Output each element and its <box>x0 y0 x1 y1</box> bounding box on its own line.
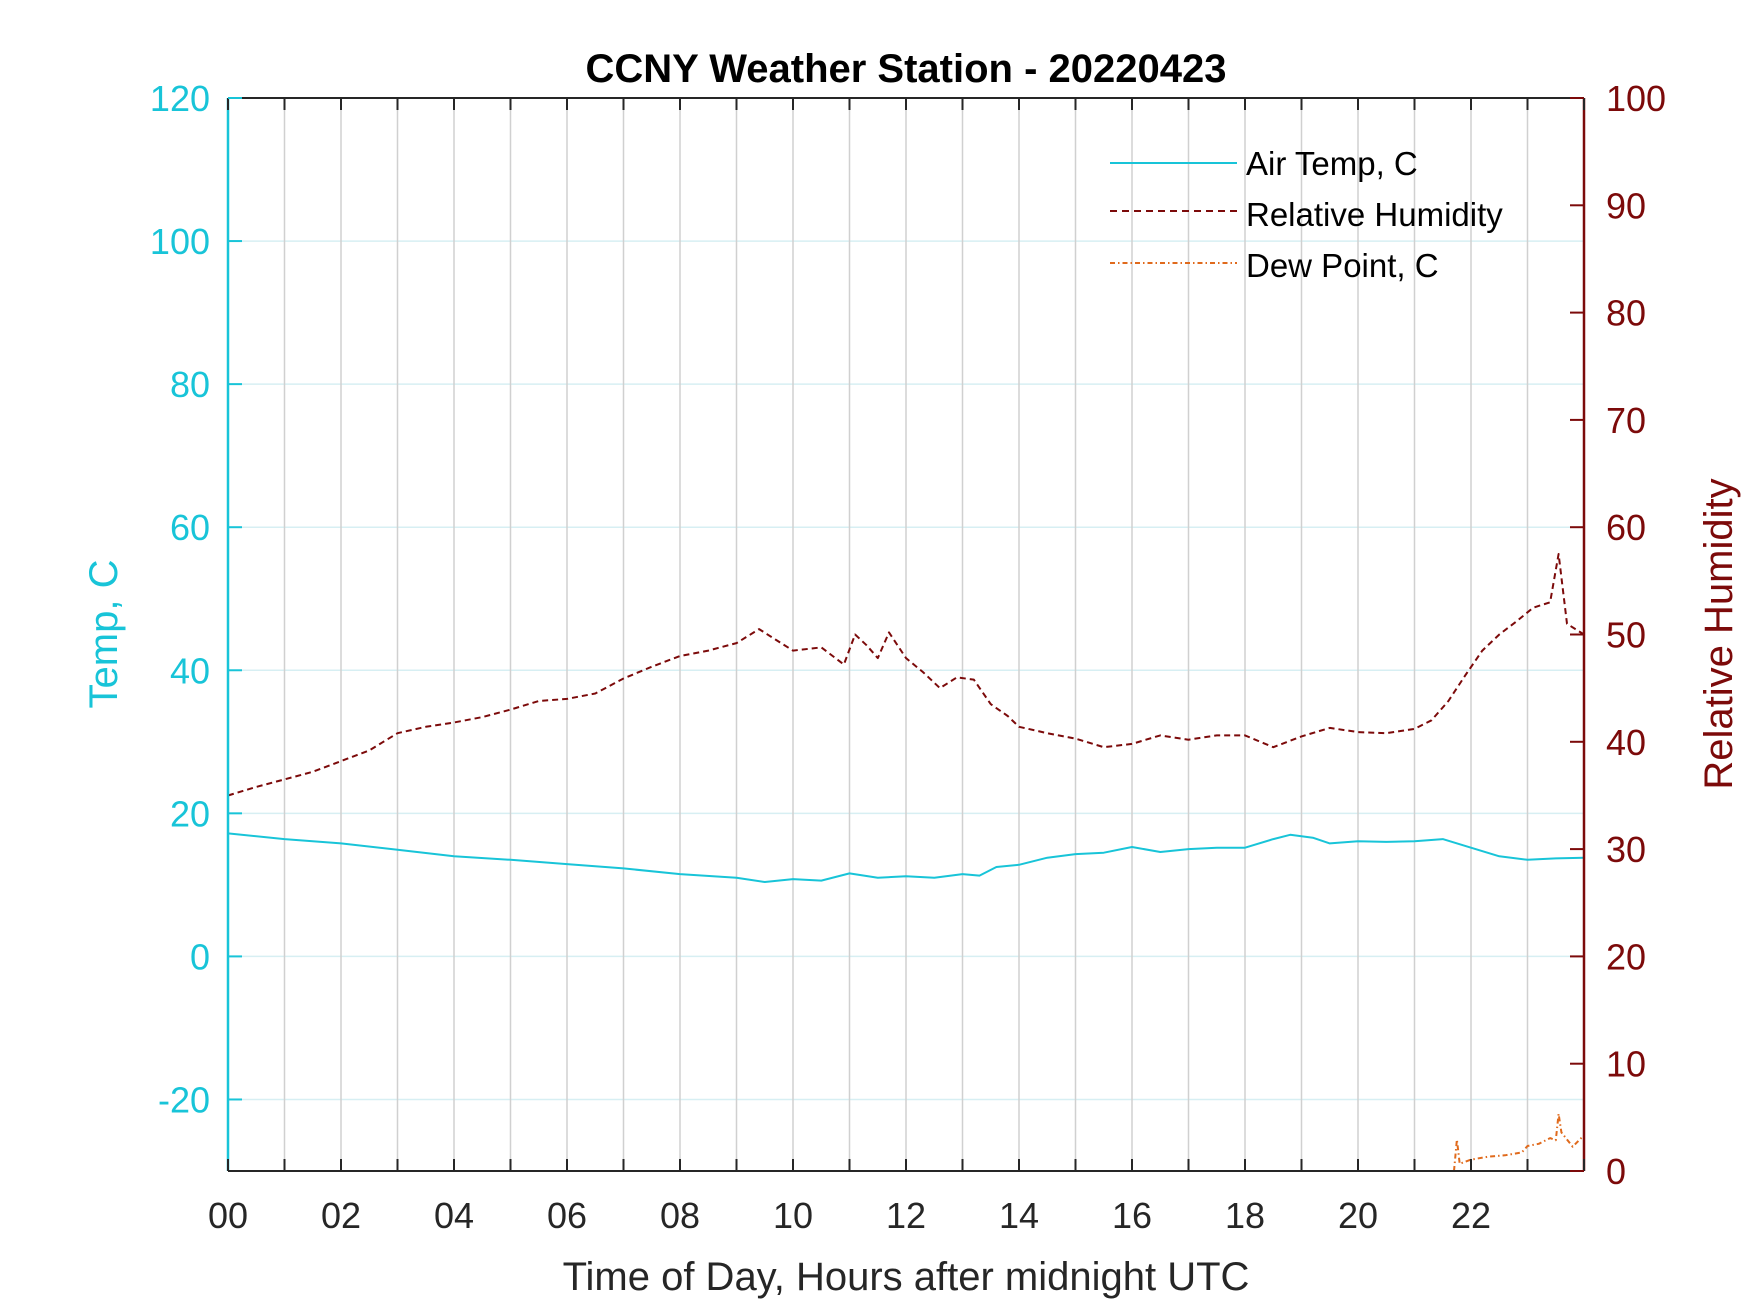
x-tick-label: 04 <box>434 1195 474 1236</box>
x-tick-label: 16 <box>1112 1195 1152 1236</box>
legend: Air Temp, C Relative Humidity Dew Point,… <box>1110 145 1503 284</box>
tick-labels: 00 02 04 06 08 10 12 14 16 18 20 22-200204060801001… <box>150 78 1666 1236</box>
y-right-tick-label: 40 <box>1606 722 1646 763</box>
x-tick-label: 14 <box>999 1195 1039 1236</box>
legend-label-dewpoint: Dew Point, C <box>1246 247 1439 284</box>
x-tick-label: 10 <box>773 1195 813 1236</box>
y-right-tick-label: 0 <box>1606 1151 1626 1192</box>
grid-lines <box>228 98 1584 1171</box>
x-tick-label: 02 <box>321 1195 361 1236</box>
x-tick-label: 20 <box>1338 1195 1378 1236</box>
x-tick-label: 22 <box>1451 1195 1491 1236</box>
y-left-tick-label: 100 <box>150 221 210 262</box>
y-left-tick-label: 120 <box>150 78 210 119</box>
y-left-tick-label: 0 <box>190 936 210 977</box>
y-left-tick-label: 80 <box>170 364 210 405</box>
y-left-tick-label: 40 <box>170 650 210 691</box>
y-right-tick-label: 20 <box>1606 936 1646 977</box>
series-line-1 <box>227 553 1585 797</box>
legend-label-air-temp: Air Temp, C <box>1246 145 1418 182</box>
x-axis-label: Time of Day, Hours after midnight UTC <box>563 1255 1250 1299</box>
x-tick-label: 12 <box>886 1195 926 1236</box>
axes <box>226 97 1586 1172</box>
y-right-tick-label: 90 <box>1606 185 1646 226</box>
y-right-tick-label: 50 <box>1606 615 1646 656</box>
y-axis-left-label: Temp, C <box>82 560 126 709</box>
chart-title: CCNY Weather Station - 20220423 <box>586 47 1227 91</box>
y-left-tick-label: 60 <box>170 507 210 548</box>
series-line-0 <box>227 832 1585 883</box>
x-tick-label: 06 <box>547 1195 587 1236</box>
series-line-2 <box>1453 1112 1585 1172</box>
y-right-tick-label: 30 <box>1606 829 1646 870</box>
y-left-tick-label: 20 <box>170 793 210 834</box>
y-right-tick-label: 100 <box>1606 78 1666 119</box>
y-right-tick-label: 70 <box>1606 400 1646 441</box>
y-right-tick-label: 80 <box>1606 293 1646 334</box>
y-right-tick-label: 60 <box>1606 507 1646 548</box>
y-axis-right-label: Relative Humidity <box>1697 478 1741 789</box>
data-series <box>227 553 1585 1172</box>
x-tick-label: 00 <box>208 1195 248 1236</box>
x-tick-label: 18 <box>1225 1195 1265 1236</box>
y-left-tick-label: -20 <box>158 1079 210 1120</box>
y-right-tick-label: 10 <box>1606 1044 1646 1085</box>
legend-label-humidity: Relative Humidity <box>1246 196 1503 233</box>
x-tick-label: 08 <box>660 1195 700 1236</box>
